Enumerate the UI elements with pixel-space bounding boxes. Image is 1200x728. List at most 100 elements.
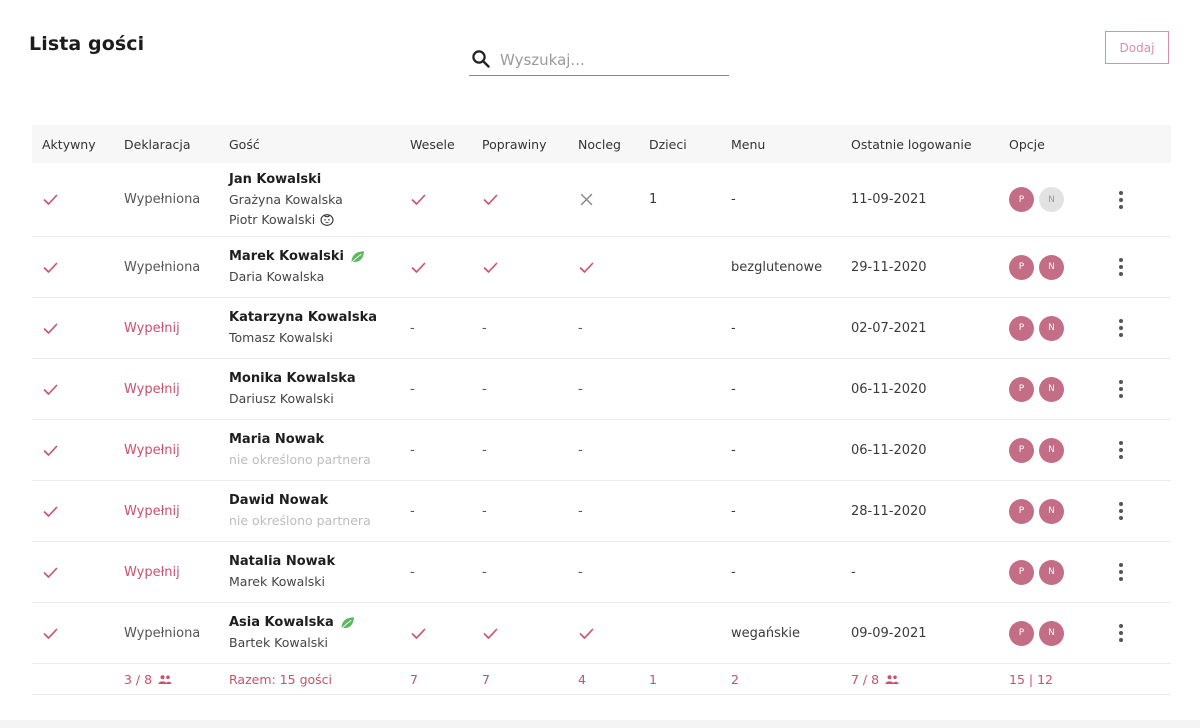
accommodation-value: - — [578, 381, 583, 397]
column-header-declaration[interactable]: Deklaracja — [124, 136, 191, 152]
column-header-accommodation[interactable]: Nocleg — [578, 136, 621, 152]
leaf-icon — [340, 616, 355, 630]
summary-wedding: 7 — [410, 671, 418, 687]
menu-value: bezglutenowe — [731, 259, 823, 275]
badge-n[interactable]: N — [1039, 559, 1064, 585]
badge-n[interactable]: N — [1039, 620, 1064, 646]
table-row[interactable]: Wypełnij Dawid Nowak nie określono partn… — [32, 481, 1171, 542]
guest-cell[interactable]: Asia Kowalska Bartek Kowalski — [229, 603, 355, 663]
more-vertical-icon[interactable] — [1119, 563, 1123, 581]
active-check-icon[interactable] — [42, 163, 59, 236]
leaf-icon — [350, 250, 365, 264]
menu-value: - — [731, 320, 736, 336]
badge-n[interactable]: N — [1039, 315, 1064, 341]
summary-options: 15 | 12 — [1009, 671, 1053, 687]
more-options-button[interactable] — [1119, 298, 1123, 358]
main-guest: Natalia Nowak — [229, 552, 335, 572]
active-check-icon[interactable] — [42, 420, 59, 480]
badge-p[interactable]: P — [1009, 376, 1034, 402]
guest-cell[interactable]: Dawid Nowak nie określono partnera — [229, 481, 371, 541]
main-guest-name: Natalia Nowak — [229, 554, 336, 569]
more-vertical-icon[interactable] — [1119, 319, 1123, 337]
table-row[interactable]: Wypełniona Jan Kowalski Grażyna Kowalska… — [32, 163, 1171, 237]
badge-p[interactable]: P — [1009, 187, 1034, 212]
accommodation-value: - — [578, 320, 583, 336]
active-check-icon[interactable] — [42, 603, 59, 663]
afterparty-value: - — [482, 381, 487, 397]
declaration-status[interactable]: Wypełnij — [124, 442, 180, 458]
active-check-icon[interactable] — [42, 359, 59, 419]
active-check-icon[interactable] — [42, 237, 59, 297]
declaration-status[interactable]: Wypełnij — [124, 381, 180, 397]
more-options-button[interactable] — [1119, 163, 1123, 236]
table-row[interactable]: Wypełnij Natalia Nowak Marek Kowalski - … — [32, 542, 1171, 603]
guest-cell[interactable]: Monika Kowalska Dariusz Kowalski — [229, 359, 356, 419]
guest-cell[interactable]: Maria Nowak nie określono partnera — [229, 420, 371, 480]
table-row[interactable]: Wypełnij Monika Kowalska Dariusz Kowalsk… — [32, 359, 1171, 420]
search-box[interactable] — [469, 44, 729, 76]
summary-accommodation: 4 — [578, 671, 586, 687]
column-header-children[interactable]: Dzieci — [649, 136, 687, 152]
wedding-value: - — [410, 564, 415, 580]
declaration-status: Wypełniona — [124, 625, 201, 641]
column-header-last-login[interactable]: Ostatnie logowanie — [851, 136, 972, 152]
badge-p[interactable]: P — [1009, 315, 1034, 341]
last-login-date: 11-09-2021 — [851, 192, 927, 207]
badge-p[interactable]: P — [1009, 559, 1034, 585]
column-header-afterparty[interactable]: Poprawiny — [482, 136, 547, 152]
table-row[interactable]: Wypełnij Maria Nowak nie określono partn… — [32, 420, 1171, 481]
more-options-button[interactable] — [1119, 542, 1123, 602]
column-header-guest[interactable]: Gość — [229, 136, 260, 152]
wedding-value: - — [410, 320, 415, 336]
more-options-button[interactable] — [1119, 420, 1123, 480]
badge-p[interactable]: P — [1009, 620, 1034, 646]
badge-p[interactable]: P — [1009, 498, 1034, 524]
badge-n[interactable]: N — [1039, 498, 1064, 524]
more-vertical-icon[interactable] — [1119, 624, 1123, 642]
guest-cell[interactable]: Katarzyna Kowalska Tomasz Kowalski — [229, 298, 377, 358]
declaration-status[interactable]: Wypełnij — [124, 503, 180, 519]
more-vertical-icon[interactable] — [1119, 502, 1123, 520]
summary-children: 1 — [649, 671, 657, 687]
more-vertical-icon[interactable] — [1119, 258, 1123, 276]
column-header-wedding[interactable]: Wesele — [410, 136, 455, 152]
badge-n[interactable]: N — [1039, 437, 1064, 463]
accommodation-cross-icon — [578, 163, 595, 236]
guest-cell[interactable]: Marek Kowalski Daria Kowalska — [229, 237, 365, 297]
column-header-menu[interactable]: Menu — [731, 136, 766, 152]
more-vertical-icon[interactable] — [1119, 441, 1123, 459]
more-vertical-icon[interactable] — [1119, 380, 1123, 398]
summary-logins: 7 / 8 — [851, 664, 899, 694]
companion-name: Tomasz Kowalski — [229, 330, 333, 345]
badge-n[interactable]: N — [1039, 376, 1064, 402]
active-check-icon[interactable] — [42, 481, 59, 541]
column-header-active[interactable]: Aktywny — [42, 136, 96, 152]
active-check-icon[interactable] — [42, 298, 59, 358]
main-guest: Jan Kowalski — [229, 170, 343, 190]
table-row[interactable]: Wypełniona Asia Kowalska Bartek Kowalski… — [32, 603, 1171, 664]
badge-p[interactable]: P — [1009, 437, 1034, 463]
search-icon — [472, 50, 490, 68]
declaration-status[interactable]: Wypełnij — [124, 320, 180, 336]
more-options-button[interactable] — [1119, 603, 1123, 663]
more-options-button[interactable] — [1119, 481, 1123, 541]
badge-n[interactable]: N — [1039, 254, 1064, 280]
badge-n[interactable]: N — [1039, 187, 1064, 212]
more-options-button[interactable] — [1119, 237, 1123, 297]
options-badges: P N — [1009, 603, 1064, 663]
badge-p[interactable]: P — [1009, 254, 1034, 280]
page-title: Lista gości — [29, 33, 145, 55]
guest-cell[interactable]: Natalia Nowak Marek Kowalski — [229, 542, 335, 602]
wedding-value: - — [410, 442, 415, 458]
more-vertical-icon[interactable] — [1119, 190, 1123, 209]
add-guest-button[interactable]: Dodaj — [1105, 31, 1169, 64]
more-options-button[interactable] — [1119, 359, 1123, 419]
declaration-status[interactable]: Wypełnij — [124, 564, 180, 580]
guest-cell[interactable]: Jan Kowalski Grażyna Kowalska Piotr Kowal… — [229, 163, 343, 236]
search-input[interactable] — [500, 47, 722, 73]
table-row[interactable]: Wypełnij Katarzyna Kowalska Tomasz Kowal… — [32, 298, 1171, 359]
table-row[interactable]: Wypełniona Marek Kowalski Daria Kowalska… — [32, 237, 1171, 298]
main-guest-name: Maria Nowak — [229, 432, 325, 447]
active-check-icon[interactable] — [42, 542, 59, 602]
